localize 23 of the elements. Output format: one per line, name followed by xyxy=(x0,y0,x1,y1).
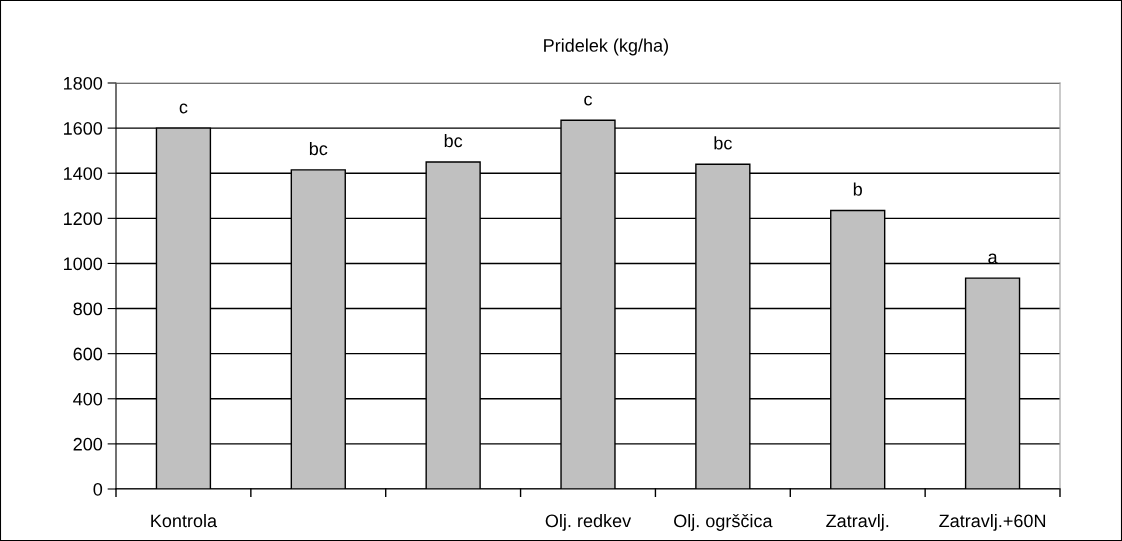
y-tick-label: 1800 xyxy=(64,76,103,90)
data-label: bc xyxy=(444,134,463,148)
x-tick-label: Olj. ogrščica xyxy=(674,514,773,531)
y-tick-label: 1600 xyxy=(64,122,103,135)
data-label: c xyxy=(584,95,593,106)
y-tick-label: 1400 xyxy=(64,167,103,180)
data-label: a xyxy=(988,253,998,264)
x-tick-label: Zatravlj. xyxy=(826,514,889,531)
y-tick-label: 800 xyxy=(73,302,103,316)
data-label: bc xyxy=(309,141,328,156)
y-tick-label: 1000 xyxy=(64,257,103,271)
x-tick-label: Kontrola xyxy=(151,514,218,528)
x-tick-label: Zatravlj.+60N xyxy=(939,514,1046,531)
y-tick-label: 0 xyxy=(93,482,103,496)
data-label: c xyxy=(179,103,188,114)
x-tick-label: Olj. redkev xyxy=(545,514,632,531)
data-label: b xyxy=(853,182,862,196)
y-tick-label: 1200 xyxy=(64,212,103,226)
y-tick-label: 400 xyxy=(73,392,103,406)
y-tick-label: 600 xyxy=(73,347,103,361)
chart-title: Pridelek (kg/ha) xyxy=(544,38,668,56)
data-label: bc xyxy=(714,136,732,150)
y-tick-label: 200 xyxy=(73,437,103,451)
